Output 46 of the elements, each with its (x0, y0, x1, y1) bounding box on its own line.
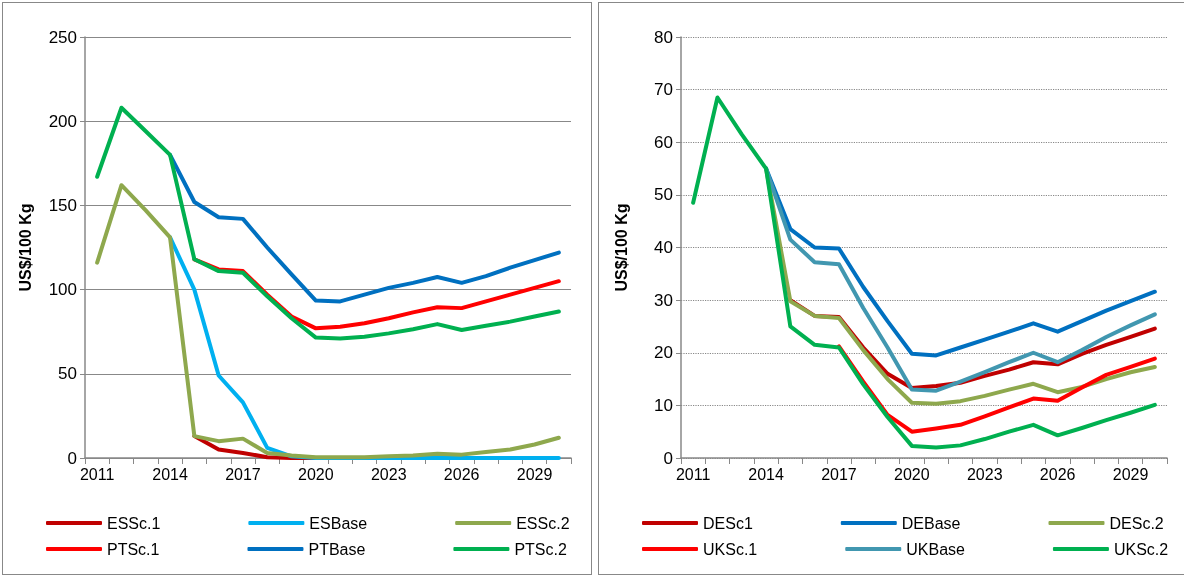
y-tick-label: 40 (654, 238, 673, 257)
x-tick-label: 2023 (966, 465, 1003, 483)
legend-label: ESBase (309, 514, 368, 532)
y-tick-label: 70 (654, 80, 673, 100)
x-tick-label: 2014 (152, 465, 188, 483)
x-tick-label: 2023 (370, 465, 407, 483)
y-tick-label: 250 (48, 27, 77, 47)
x-tick-label: 2017 (821, 465, 857, 483)
x-tick-label: 2017 (225, 465, 261, 483)
y-tick-label: 80 (654, 27, 673, 47)
line-series (691, 95, 1157, 450)
x-tick-label: 2029 (1112, 465, 1149, 483)
legend-label: PTSc.2 (514, 540, 567, 558)
x-tick-label: 2020 (298, 465, 334, 483)
y-tick-label: 0 (67, 448, 77, 468)
line-series (95, 183, 561, 460)
legend-label: DESc.2 (1109, 514, 1164, 532)
y-tick-label: 30 (654, 290, 673, 310)
y-tick-label: 50 (654, 185, 673, 205)
legend-label: UKSc.2 (1113, 540, 1169, 558)
line-series (95, 105, 561, 341)
y-tick-label: 60 (654, 132, 673, 152)
x-tick-label: 2020 (894, 465, 930, 483)
y-tick-label: 100 (48, 280, 77, 300)
legend-label: PTSc.1 (107, 540, 160, 558)
y-axis-title: US$/100 Kg (612, 203, 630, 292)
legend-label: DEBase (901, 514, 961, 532)
x-tick-label: 2011 (675, 465, 711, 483)
legend-label: UKSc.1 (703, 540, 758, 558)
y-tick-label: 150 (48, 195, 77, 215)
legend-label: DESc1 (703, 514, 753, 532)
legend-label: ESSc.2 (516, 514, 570, 532)
legend-label: PTBase (308, 540, 366, 558)
y-tick-label: 200 (48, 111, 77, 131)
y-tick-label: 20 (654, 343, 673, 363)
x-tick-label: 2011 (79, 465, 115, 483)
x-tick-label: 2014 (748, 465, 784, 483)
x-tick-label: 2029 (516, 465, 553, 483)
y-tick-label: 50 (58, 364, 77, 384)
y-tick-label: 0 (663, 448, 673, 468)
legend-label: ESSc.1 (107, 514, 161, 532)
legend-label: UKBase (906, 540, 966, 558)
x-tick-label: 2026 (1039, 465, 1076, 483)
y-axis-title: US$/100 Kg (16, 203, 34, 292)
x-tick-label: 2026 (443, 465, 480, 483)
y-tick-label: 10 (654, 395, 673, 415)
